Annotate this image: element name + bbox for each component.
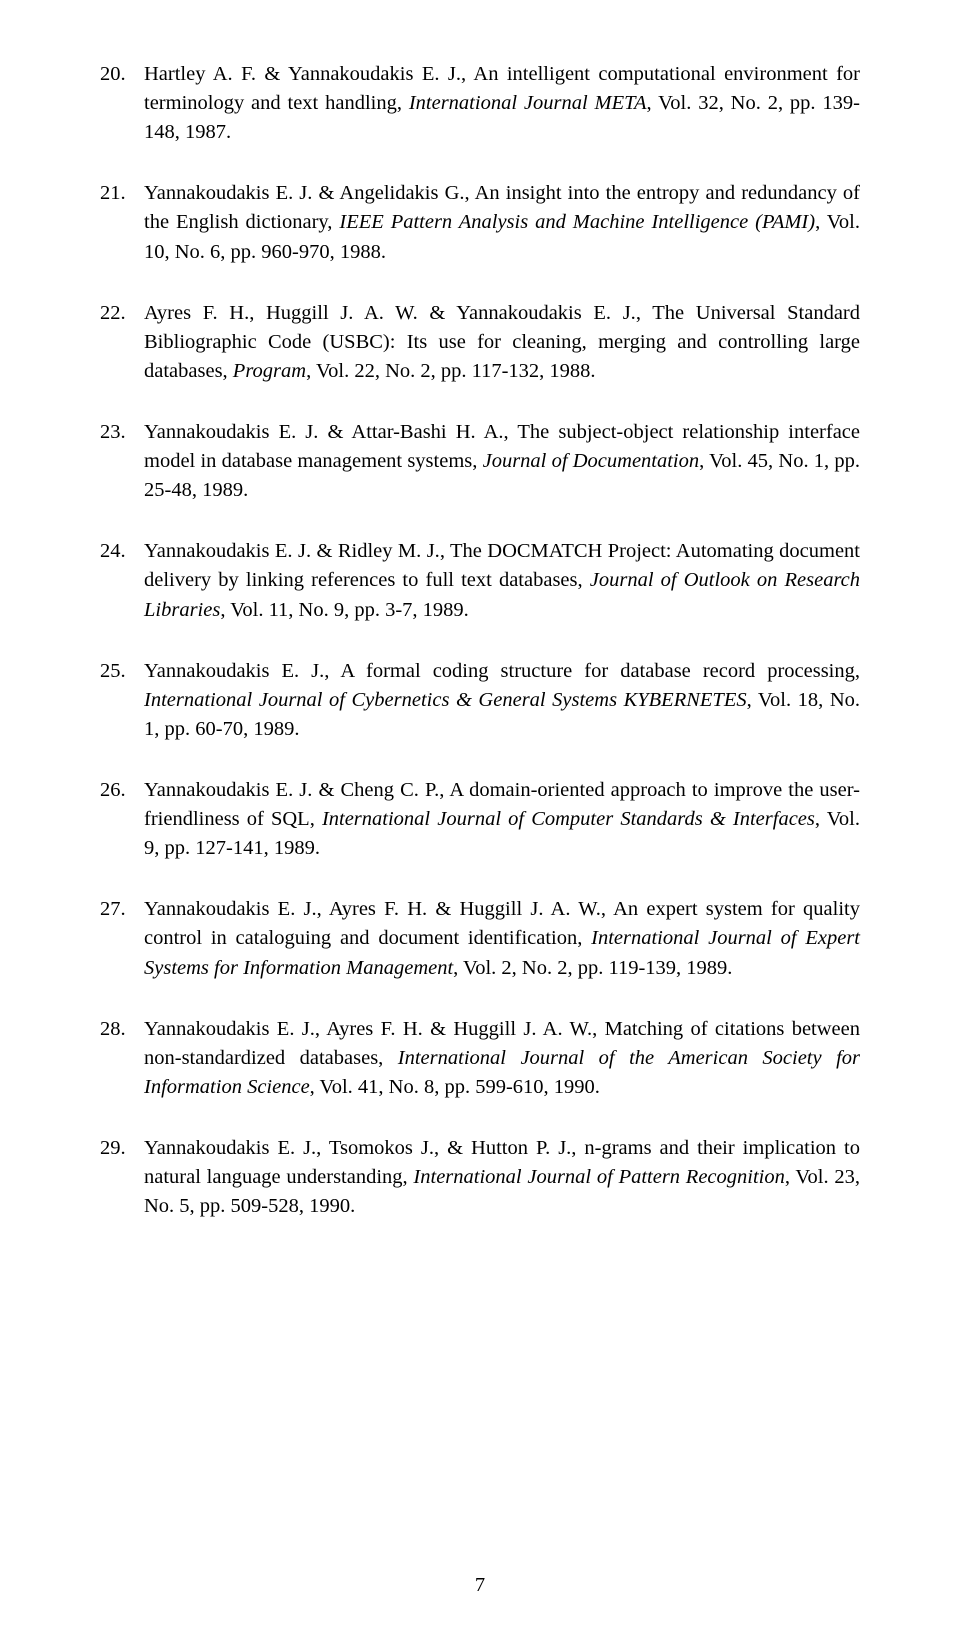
page-number: 7 — [0, 1574, 960, 1597]
reference-journal: International Journal of Cybernetics & G… — [144, 689, 747, 711]
reference-tail: , Vol. 11, No. 9, pp. 3-7, 1989. — [220, 599, 468, 621]
reference-number: 26. — [100, 776, 144, 863]
reference-body: Yannakoudakis E. J. & Attar-Bashi H. A.,… — [144, 418, 860, 505]
reference-number: 21. — [100, 179, 144, 266]
reference-body: Yannakoudakis E. J. & Ridley M. J., The … — [144, 537, 860, 624]
reference-authors: Yannakoudakis E. J., Ayres F. H. & Huggi… — [144, 898, 601, 920]
reference-item: 26. Yannakoudakis E. J. & Cheng C. P., A… — [100, 776, 860, 863]
reference-item: 21. Yannakoudakis E. J. & Angelidakis G.… — [100, 179, 860, 266]
reference-body: Yannakoudakis E. J., Ayres F. H. & Huggi… — [144, 1015, 860, 1102]
reference-tail: , Vol. 2, No. 2, pp. 119-139, 1989. — [453, 957, 732, 979]
reference-item: 22. Ayres F. H., Huggill J. A. W. & Yann… — [100, 299, 860, 386]
reference-tail: , Vol. 22, No. 2, pp. 117-132, 1988. — [306, 360, 595, 382]
reference-number: 22. — [100, 299, 144, 386]
reference-item: 29. Yannakoudakis E. J., Tsomokos J., & … — [100, 1134, 860, 1221]
reference-item: 24. Yannakoudakis E. J. & Ridley M. J., … — [100, 537, 860, 624]
reference-item: 23. Yannakoudakis E. J. & Attar-Bashi H.… — [100, 418, 860, 505]
reference-item: 25. Yannakoudakis E. J., A formal coding… — [100, 657, 860, 744]
reference-authors: Yannakoudakis E. J. & Angelidakis G. — [144, 182, 465, 204]
reference-number: 27. — [100, 895, 144, 982]
reference-authors: Yannakoudakis E. J. & Attar-Bashi H. A. — [144, 421, 504, 443]
reference-body: Hartley A. F. & Yannakoudakis E. J., An … — [144, 60, 860, 147]
page: 20. Hartley A. F. & Yannakoudakis E. J.,… — [0, 0, 960, 1629]
reference-body: Yannakoudakis E. J. & Angelidakis G., An… — [144, 179, 860, 266]
reference-number: 20. — [100, 60, 144, 147]
reference-authors: Yannakoudakis E. J. — [144, 660, 324, 682]
reference-number: 25. — [100, 657, 144, 744]
reference-body: Yannakoudakis E. J., Tsomokos J., & Hutt… — [144, 1134, 860, 1221]
reference-number: 23. — [100, 418, 144, 505]
reference-authors: Ayres F. H., Huggill J. A. W. & Yannakou… — [144, 302, 636, 324]
reference-tail: , Vol. 41, No. 8, pp. 599-610, 1990. — [310, 1076, 600, 1098]
reference-journal: Program — [233, 360, 306, 382]
reference-authors: Yannakoudakis E. J. & Ridley M. J. — [144, 540, 440, 562]
reference-authors: Yannakoudakis E. J., Tsomokos J., & Hutt… — [144, 1137, 571, 1159]
reference-journal: International Journal of Pattern Recogni… — [413, 1166, 784, 1188]
reference-journal: International Journal of Computer Standa… — [322, 808, 815, 830]
reference-authors: Hartley A. F. & Yannakoudakis E. J. — [144, 63, 461, 85]
reference-body: Yannakoudakis E. J., Ayres F. H. & Huggi… — [144, 895, 860, 982]
reference-body: Ayres F. H., Huggill J. A. W. & Yannakou… — [144, 299, 860, 386]
reference-body: Yannakoudakis E. J. & Cheng C. P., A dom… — [144, 776, 860, 863]
reference-authors: Yannakoudakis E. J. & Cheng C. P. — [144, 779, 439, 801]
reference-number: 29. — [100, 1134, 144, 1221]
reference-authors: Yannakoudakis E. J., Ayres F. H. & Huggi… — [144, 1018, 592, 1040]
reference-body: Yannakoudakis E. J., A formal coding str… — [144, 657, 860, 744]
reference-item: 27. Yannakoudakis E. J., Ayres F. H. & H… — [100, 895, 860, 982]
reference-title: , A formal coding structure for database… — [324, 660, 860, 682]
reference-item: 28. Yannakoudakis E. J., Ayres F. H. & H… — [100, 1015, 860, 1102]
reference-journal: IEEE Pattern Analysis and Machine Intell… — [339, 211, 815, 233]
reference-journal: Journal of Documentation — [483, 450, 700, 472]
reference-item: 20. Hartley A. F. & Yannakoudakis E. J.,… — [100, 60, 860, 147]
reference-number: 28. — [100, 1015, 144, 1102]
reference-journal: International Journal META — [409, 92, 647, 114]
reference-list: 20. Hartley A. F. & Yannakoudakis E. J.,… — [100, 60, 860, 1221]
reference-number: 24. — [100, 537, 144, 624]
